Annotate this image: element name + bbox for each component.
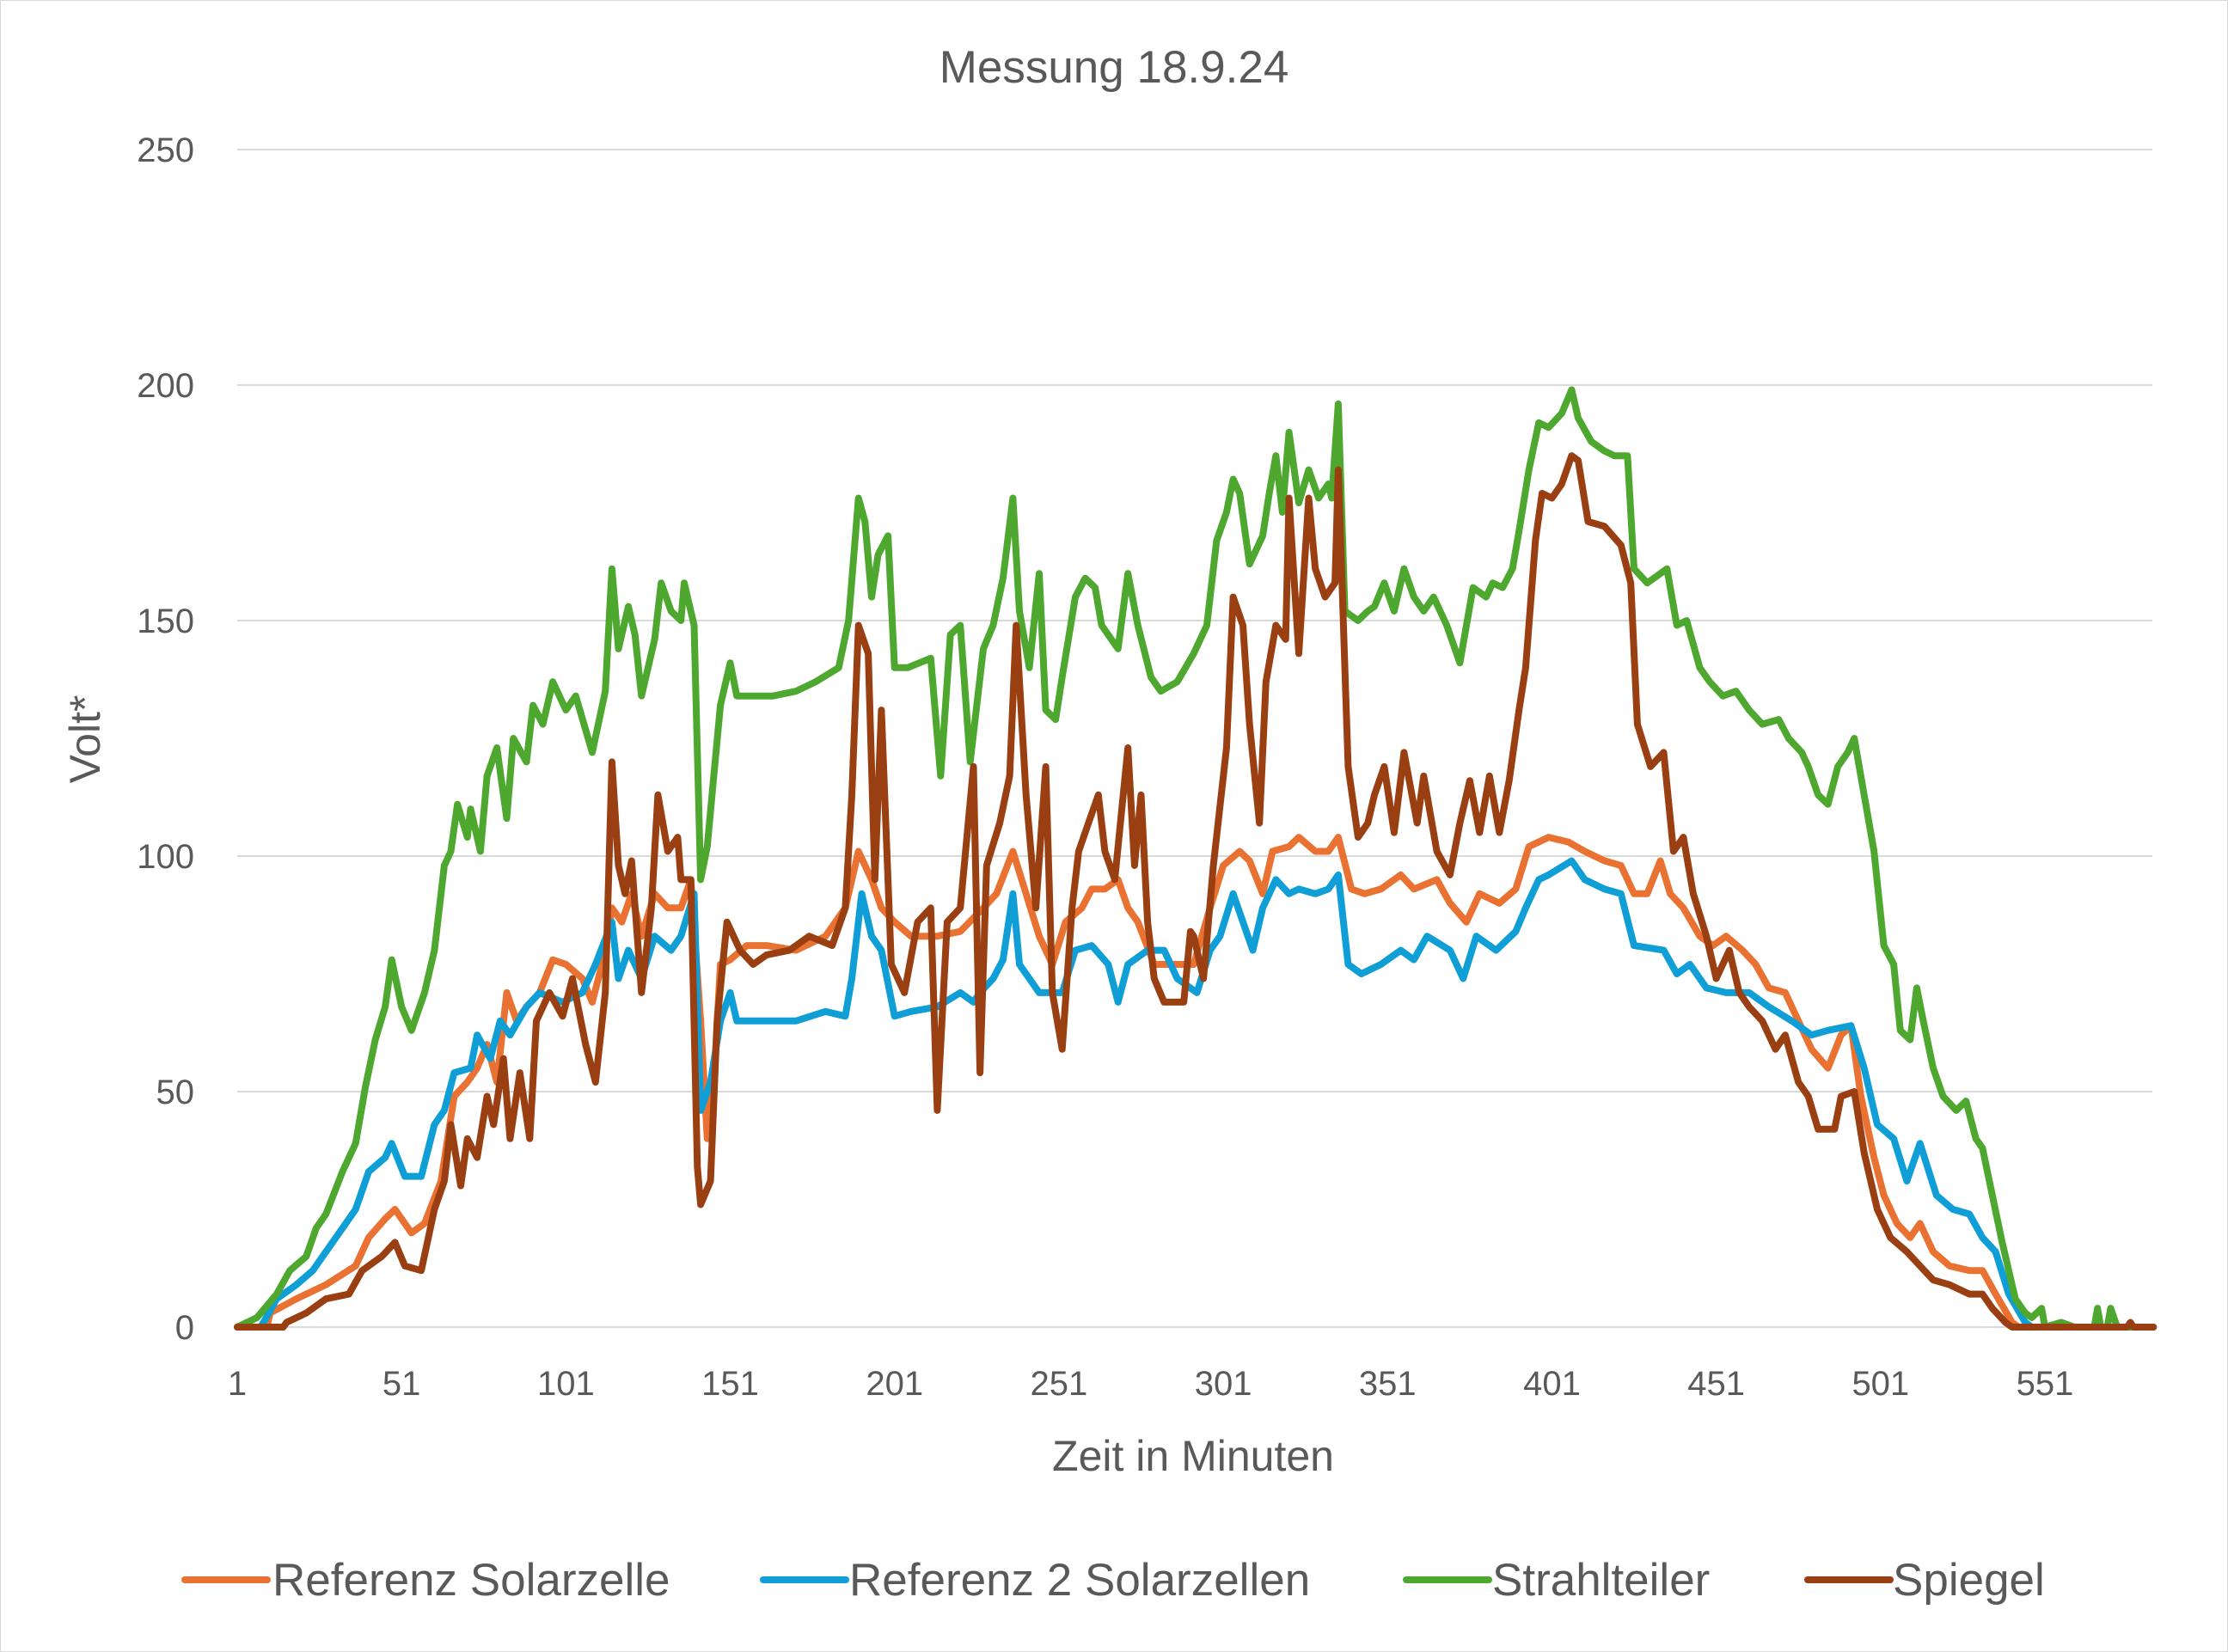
x-tick-label: 501	[1852, 1365, 1909, 1403]
legend-label: Spiegel	[1893, 1555, 2045, 1606]
series-line-1	[234, 834, 2158, 1331]
x-tick-label: 1	[228, 1365, 247, 1403]
series-line-3	[234, 386, 2158, 1331]
legend-item: Referenz 2 Solarzellen	[760, 1555, 1310, 1606]
x-tick-label: 301	[1195, 1365, 1252, 1403]
legend-label: Strahlteiler	[1492, 1555, 1710, 1606]
y-tick-label: 250	[137, 132, 194, 169]
x-tick-label: 251	[1031, 1365, 1088, 1403]
legend: Referenz Solarzelle Referenz 2 Solarzelle…	[181, 1555, 2045, 1606]
y-tick-label: 0	[175, 1309, 194, 1347]
x-tick-label: 151	[701, 1365, 759, 1403]
y-tick-label: 150	[137, 603, 194, 640]
chart-title: Messung 18.9.24	[940, 42, 1289, 93]
series-lines	[234, 386, 2158, 1331]
x-tick-label: 201	[866, 1365, 923, 1403]
gridlines	[237, 149, 2152, 1328]
x-axis-title: Zeit in Minuten	[1052, 1432, 1334, 1480]
y-axis-title: Volt*	[61, 695, 109, 784]
y-tick-label: 200	[137, 367, 194, 405]
y-tick-label: 50	[156, 1074, 195, 1111]
legend-label: Referenz Solarzelle	[272, 1555, 670, 1606]
x-tick-label: 51	[383, 1365, 421, 1403]
x-tick-label: 451	[1687, 1365, 1745, 1403]
y-tick-label: 100	[137, 838, 194, 876]
x-tick-label: 401	[1523, 1365, 1581, 1403]
legend-item: Referenz Solarzelle	[181, 1555, 670, 1606]
legend-label: Referenz 2 Solarzellen	[849, 1555, 1310, 1606]
legend-item: Strahlteiler	[1403, 1555, 1710, 1606]
x-tick-label: 351	[1359, 1365, 1417, 1403]
y-axis-ticks: 0 50 100 150 200 250	[137, 132, 194, 1347]
x-tick-label: 551	[2017, 1365, 2074, 1403]
series-line-4	[234, 452, 2158, 1331]
series-line-2	[234, 857, 2158, 1331]
legend-item: Spiegel	[1804, 1555, 2045, 1606]
x-axis-ticks: 1 51 101 151 201 251 301 351 401 451 501 551	[228, 1365, 2074, 1403]
x-tick-label: 101	[537, 1365, 595, 1403]
